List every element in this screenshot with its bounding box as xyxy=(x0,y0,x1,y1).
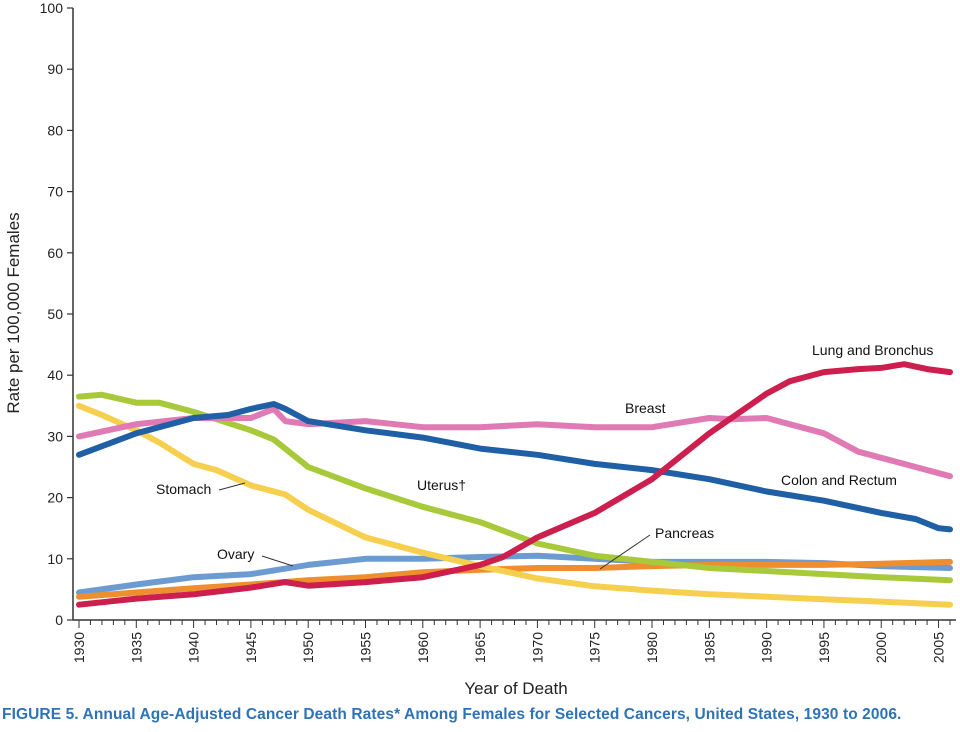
chart-labels-layer: Lung and Bronchus Breast Colon and Rectum U… xyxy=(156,342,933,570)
series-line-stomach xyxy=(76,402,953,608)
x-tick-label: 1950 xyxy=(300,632,316,663)
y-tick-label: 90 xyxy=(47,61,63,77)
x-tick-label: 1945 xyxy=(243,632,259,663)
series-label-breast: Breast xyxy=(625,400,666,416)
x-tick-label: 1990 xyxy=(759,632,775,663)
figure-caption: FIGURE 5. Annual Age-Adjusted Cancer Dea… xyxy=(2,706,902,723)
series-label-pancreas: Pancreas xyxy=(655,525,714,541)
x-tick-label: 1980 xyxy=(644,632,660,663)
y-tick-label: 10 xyxy=(47,551,63,567)
series-label-ovary: Ovary xyxy=(217,546,254,562)
y-axis-title: Rate per 100,000 Females xyxy=(4,212,23,413)
series-label-colon-and-rectum: Colon and Rectum xyxy=(781,472,897,488)
y-tick-label: 0 xyxy=(55,612,63,628)
series-label-lung-and-bronchus: Lung and Bronchus xyxy=(812,342,933,358)
x-axis-title: Year of Death xyxy=(464,679,567,698)
x-tick-label: 1960 xyxy=(415,632,431,663)
x-tick-label: 1955 xyxy=(358,632,374,663)
y-tick-label: 20 xyxy=(47,490,63,506)
leader-line-ovary xyxy=(261,555,294,567)
x-tick-label: 1995 xyxy=(816,632,832,663)
x-tick-label: 1935 xyxy=(128,632,144,663)
x-tick-label: 1985 xyxy=(701,632,717,663)
series-line-breast xyxy=(76,405,953,480)
series-line-uterus xyxy=(76,391,953,584)
line-chart: 0 10 20 30 40 50 60 70 80 90 100 1930 1935 1940 1945 19… xyxy=(4,0,956,698)
leader-line-pancreas xyxy=(599,534,651,570)
y-tick-label: 70 xyxy=(47,184,63,200)
y-tick-label: 30 xyxy=(47,428,63,444)
y-tick-label: 100 xyxy=(40,0,64,16)
x-tick-label: 2005 xyxy=(931,632,947,663)
chart-axes: 0 10 20 30 40 50 60 70 80 90 100 1930 1935 1940 1945 19… xyxy=(40,0,956,663)
x-tick-label: 1970 xyxy=(529,632,545,663)
x-tick-label: 1940 xyxy=(186,632,202,663)
series-line-pancreas xyxy=(76,558,953,600)
chart-series-layer xyxy=(76,361,953,608)
x-tick-label: 1930 xyxy=(71,632,87,663)
y-tick-label: 60 xyxy=(47,245,63,261)
y-tick-label: 50 xyxy=(47,306,63,322)
series-label-uterus: Uterus† xyxy=(417,477,466,493)
series-line-colon-and-rectum xyxy=(76,401,953,533)
leader-line-stomach xyxy=(218,482,246,491)
x-tick-label: 2000 xyxy=(873,632,889,663)
x-tick-label: 1965 xyxy=(472,632,488,663)
series-line-lung-and-bronchus xyxy=(76,361,953,608)
y-tick-label: 40 xyxy=(47,367,63,383)
series-label-stomach: Stomach xyxy=(156,481,211,497)
y-tick-label: 80 xyxy=(47,122,63,138)
x-tick-label: 1975 xyxy=(587,632,603,663)
